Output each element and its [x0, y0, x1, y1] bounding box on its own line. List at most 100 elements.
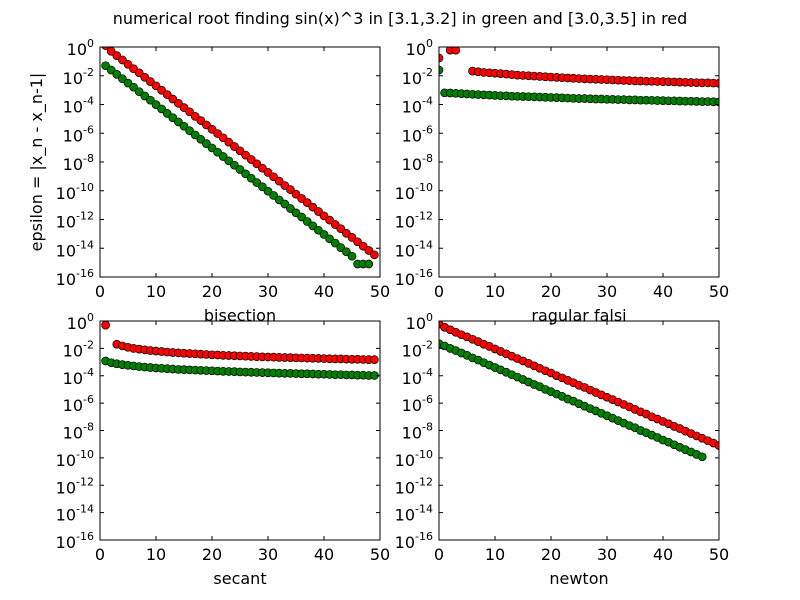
x-tick-label: 50	[370, 282, 390, 301]
x-tick-label: 0	[95, 545, 105, 564]
data-point-red	[439, 53, 444, 63]
data-points-group	[101, 47, 379, 269]
data-point-green	[347, 251, 357, 261]
y-tick-label: 10-8	[402, 152, 433, 174]
figure-title: numerical root finding sin(x)^3 in [3.1,…	[112, 9, 688, 28]
x-tick-label: 30	[597, 282, 617, 301]
x-tick-label: 50	[370, 545, 390, 564]
data-point-green	[146, 95, 155, 105]
x-tick-label: 40	[314, 282, 334, 301]
y-tick-label: 10-14	[395, 503, 433, 525]
data-point-red	[451, 47, 461, 55]
data-point-red	[302, 198, 312, 207]
data-point-green	[157, 104, 166, 114]
y-tick-label: 10-4	[63, 366, 94, 388]
y-tick-label: 10-2	[402, 66, 433, 88]
x-tick-label: 20	[202, 282, 222, 301]
data-point-red	[151, 81, 161, 91]
data-point-red	[336, 224, 346, 234]
x-tick-label: 0	[434, 282, 444, 301]
y-tick-label: 10-10	[395, 181, 433, 203]
x-tick-label: 10	[146, 545, 166, 564]
x-axis-label: ragular falsi	[531, 306, 626, 325]
y-tick-label: 10-10	[395, 448, 433, 470]
y-tick-label: 10-12	[395, 475, 433, 497]
y-tick-label: 10-4	[402, 366, 433, 388]
x-tick-label: 50	[709, 545, 729, 564]
subplot-1: 0 10 20 30 40 50 100 10-2 10-4 10-6 10-8 10-10 10-12…	[27, 37, 390, 325]
data-points-group	[439, 321, 719, 462]
y-tick-label: 10-12	[56, 475, 94, 497]
y-tick-label: 10-14	[395, 238, 433, 260]
y-tick-label: 10-2	[402, 338, 433, 360]
data-point-green	[364, 259, 374, 269]
data-point-red	[185, 107, 194, 117]
y-tick-label: 10-6	[402, 123, 433, 145]
data-point-red	[714, 78, 719, 88]
subplot-4: 0 10 20 30 40 50 100 10-2 10-4 10-6 10-8 10-10 10-12…	[395, 311, 730, 588]
x-tick-label: 40	[314, 545, 334, 564]
data-point-red	[370, 250, 379, 260]
data-point-red	[714, 441, 719, 450]
y-tick-label: 10-16	[56, 530, 94, 552]
data-point-red	[370, 355, 379, 364]
y-tick-label: 10-6	[402, 393, 433, 415]
x-axis-label: newton	[549, 569, 608, 588]
y-tick-label: 10-10	[56, 448, 94, 470]
data-points-group	[101, 321, 379, 380]
y-tick-label: 10-6	[63, 393, 94, 415]
data-points-group	[439, 47, 719, 107]
data-point-red	[263, 168, 273, 177]
data-point-green	[129, 82, 138, 92]
subplot-2: 0 10 20 30 40 50 100 10-2 10-4 10-6 10-8 10-10 10-12…	[395, 37, 730, 325]
x-tick-label: 10	[485, 282, 505, 301]
x-tick-label: 10	[485, 545, 505, 564]
data-point-red	[162, 90, 172, 99]
data-point-green	[330, 238, 340, 248]
x-tick-label: 20	[202, 545, 222, 564]
data-point-red	[286, 185, 295, 194]
x-tick-label: 40	[653, 282, 673, 301]
data-point-green	[697, 452, 707, 462]
y-tick-label: 10-14	[56, 238, 94, 260]
x-axis-label: secant	[213, 569, 266, 588]
y-tick-label: 100	[67, 311, 94, 333]
data-point-green	[269, 191, 278, 200]
y-tick-label: 10-4	[402, 95, 433, 117]
x-tick-label: 10	[146, 282, 166, 301]
data-point-red	[134, 68, 144, 78]
subplot-3: 0 10 20 30 40 50 100 10-2 10-4 10-6 10-8 10-10 10-12…	[56, 311, 391, 588]
data-point-green	[280, 199, 290, 209]
y-tick-label: 10-14	[56, 503, 94, 525]
y-tick-label: 10-16	[395, 530, 433, 552]
data-point-green	[439, 65, 444, 75]
x-tick-label: 20	[541, 282, 561, 301]
data-point-green	[179, 121, 189, 131]
data-point-green	[714, 97, 719, 107]
y-tick-label: 100	[406, 311, 433, 333]
data-point-green	[258, 182, 267, 192]
x-tick-label: 50	[709, 282, 729, 301]
y-tick-label: 10-2	[63, 338, 94, 360]
y-tick-label: 10-2	[63, 66, 94, 88]
x-axis-label: bisection	[204, 306, 276, 325]
data-point-red	[101, 321, 110, 330]
y-tick-label: 10-4	[63, 95, 94, 117]
data-point-red	[101, 47, 110, 50]
y-tick-label: 10-12	[56, 210, 94, 232]
y-tick-label: 10-10	[56, 181, 94, 203]
y-tick-label: 10-16	[395, 267, 433, 289]
x-tick-label: 20	[541, 545, 561, 564]
x-tick-label: 30	[258, 282, 278, 301]
y-tick-label: 10-16	[56, 267, 94, 289]
x-tick-label: 30	[258, 545, 278, 564]
x-tick-label: 30	[597, 545, 617, 564]
data-point-red	[274, 176, 284, 186]
y-tick-label: 10-8	[402, 421, 433, 443]
x-tick-label: 0	[95, 282, 105, 301]
y-tick-label: 10-12	[395, 210, 433, 232]
x-tick-label: 40	[653, 545, 673, 564]
x-tick-label: 0	[434, 545, 444, 564]
y-tick-label: 10-8	[63, 421, 94, 443]
